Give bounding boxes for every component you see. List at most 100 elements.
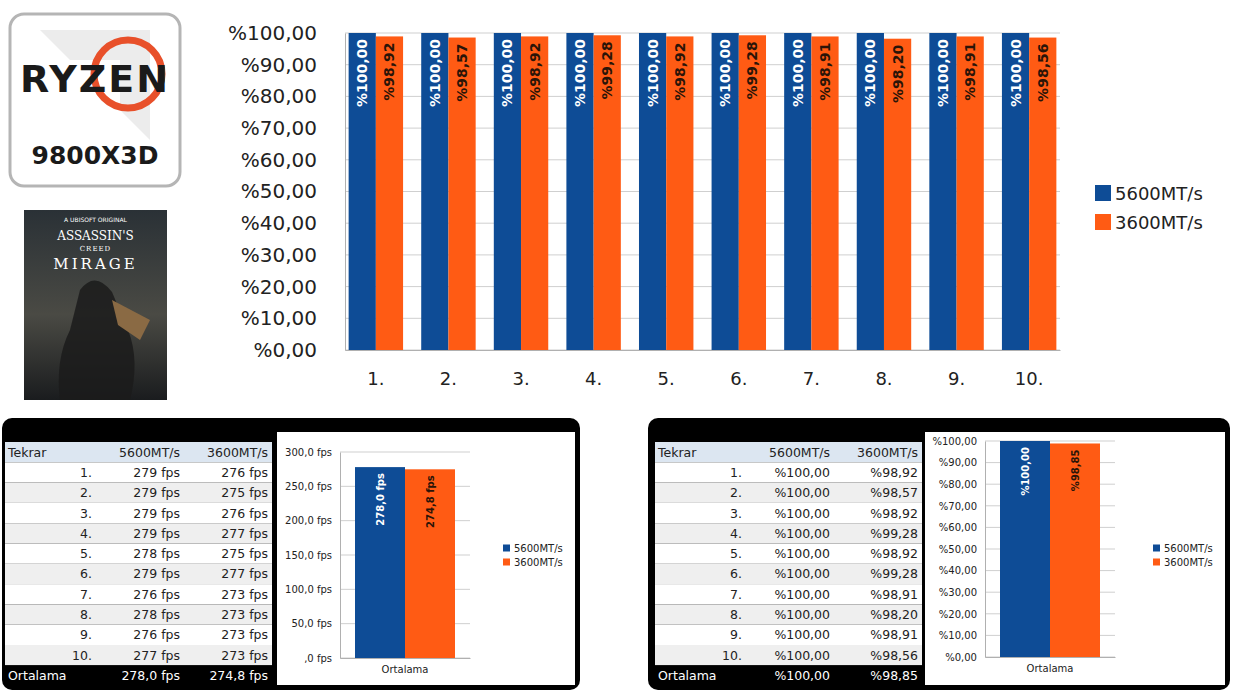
bar <box>811 36 838 350</box>
data-label: %98,92 <box>672 42 688 100</box>
bar <box>884 39 911 350</box>
bar <box>666 36 693 350</box>
y-tick-label: %30,00 <box>241 243 317 267</box>
y-tick: %10,00 <box>939 630 985 641</box>
y-tick: %0,00 <box>253 338 345 362</box>
table-cell: %100,00 <box>774 506 830 521</box>
y-axis: ,0 fps50,0 fps100,0 fps150,0 fps200,0 fp… <box>285 447 340 664</box>
data-label: %100,00 <box>862 39 878 107</box>
x-tick-label: 5. <box>658 368 675 389</box>
y-tick-label: 250,0 fps <box>285 481 332 492</box>
legend-swatch <box>1153 545 1160 552</box>
legend-swatch <box>503 559 510 566</box>
x-tick-label: Ortalama <box>1027 663 1074 674</box>
y-tick-label: %100,00 <box>933 436 978 447</box>
bars <box>349 33 1057 350</box>
y-tick-label: 50,0 fps <box>291 618 332 629</box>
legend-label: 3600MT/s <box>514 557 563 568</box>
data-label: %100,00 <box>645 39 661 107</box>
table-cell: 1. <box>730 465 742 480</box>
bar <box>1002 33 1029 350</box>
y-tick-label: %10,00 <box>939 630 977 641</box>
bar <box>349 33 376 350</box>
table-cell: 2. <box>730 485 742 500</box>
legend-swatch <box>1095 185 1111 201</box>
table-cell: %98,20 <box>870 607 918 622</box>
table-footer: 274,8 fps <box>209 668 268 683</box>
data-labels: %100,00%100,00%100,00%100,00%100,00%100,… <box>354 39 1051 107</box>
y-tick: %0,00 <box>945 652 985 663</box>
bar <box>521 36 548 350</box>
table-cell: 273 fps <box>221 648 268 663</box>
bar <box>355 467 405 658</box>
table-row-bg <box>5 462 272 482</box>
y-tick: %100,00 <box>228 21 345 45</box>
table-cell: 275 fps <box>221 546 268 561</box>
table-row-bg <box>655 462 922 482</box>
table-cell: 10. <box>72 648 92 663</box>
data-labels: %100,00%98,85 <box>1020 447 1081 496</box>
y-tick-label: %20,00 <box>939 609 977 620</box>
y-tick: %50,00 <box>241 179 345 203</box>
bar <box>1029 38 1056 350</box>
x-tick-label: 2. <box>440 368 457 389</box>
table-cell: 273 fps <box>221 627 268 642</box>
table-footer: %100,00 <box>774 668 830 683</box>
table-header: 3600MT/s <box>207 445 268 460</box>
data-label: %100,00 <box>1008 39 1024 107</box>
bar <box>594 35 621 350</box>
bar-chart: ,0 fps50,0 fps100,0 fps150,0 fps200,0 fp… <box>285 447 563 675</box>
bar <box>957 36 984 350</box>
table-cell: 5. <box>730 546 742 561</box>
table-cell: 7. <box>730 587 742 602</box>
x-axis: 1.2.3.4.5.6.7.8.9.10. <box>346 350 1061 389</box>
y-tick: %40,00 <box>241 211 345 235</box>
data-labels: 278,0 fps 274,8 fps <box>375 473 436 528</box>
data-label: 274,8 fps <box>425 475 436 528</box>
bar <box>494 33 521 350</box>
cover-cape <box>112 300 150 340</box>
y-axis-line <box>985 442 986 658</box>
legend-label: 3600MT/s <box>1164 557 1213 568</box>
table-cell: 276 fps <box>133 627 180 642</box>
x-axis: Ortalama <box>341 658 471 675</box>
y-tick: 150,0 fps <box>285 550 340 561</box>
y-tick: %30,00 <box>241 243 345 267</box>
table-row-bg <box>655 483 922 503</box>
table-cell: 1. <box>80 465 92 480</box>
table-row-bg <box>5 564 272 584</box>
table-cell: %98,92 <box>870 506 918 521</box>
legend-label: 5600MT/s <box>514 543 563 554</box>
x-tick-label: 6. <box>730 368 747 389</box>
table-cell: %98,57 <box>870 485 918 500</box>
y-tick: %50,00 <box>939 544 985 555</box>
data-label: %100,00 <box>354 39 370 107</box>
cover-text: A UBISOFT ORIGINAL <box>64 216 127 223</box>
table-cell: %99,28 <box>870 566 918 581</box>
y-tick: %10,00 <box>241 306 345 330</box>
bar <box>739 35 766 350</box>
table-cell: %100,00 <box>774 526 830 541</box>
y-tick-label: ,0 fps <box>304 653 332 664</box>
logo-model: 9800X3D <box>31 141 158 170</box>
y-tick-label: %20,00 <box>241 275 317 299</box>
chart-area-left <box>277 432 575 685</box>
data-label: %98,57 <box>454 44 470 102</box>
table-footer: Ortalama <box>658 668 717 683</box>
y-tick-label: %30,00 <box>939 587 977 598</box>
x-tick: 8. <box>875 350 892 389</box>
data-label: %98,92 <box>381 42 397 100</box>
table-header: Tekrar <box>7 445 47 460</box>
x-tick: 3. <box>512 350 529 389</box>
data-label: %98,20 <box>890 44 906 103</box>
table: Tekrar5600MT/s3600MT/s1.%100,00%98,922.%… <box>655 442 922 686</box>
cover-text: ASSASSIN'S <box>56 229 134 243</box>
logo-box <box>10 14 180 186</box>
y-tick: ,0 fps <box>304 653 340 664</box>
table-cell: %100,00 <box>774 587 830 602</box>
grid <box>340 452 470 658</box>
table-row-bg <box>5 483 272 503</box>
x-tick-label: 4. <box>585 368 602 389</box>
y-tick-label: %0,00 <box>945 652 977 663</box>
data-label: 278,0 fps <box>375 473 386 526</box>
